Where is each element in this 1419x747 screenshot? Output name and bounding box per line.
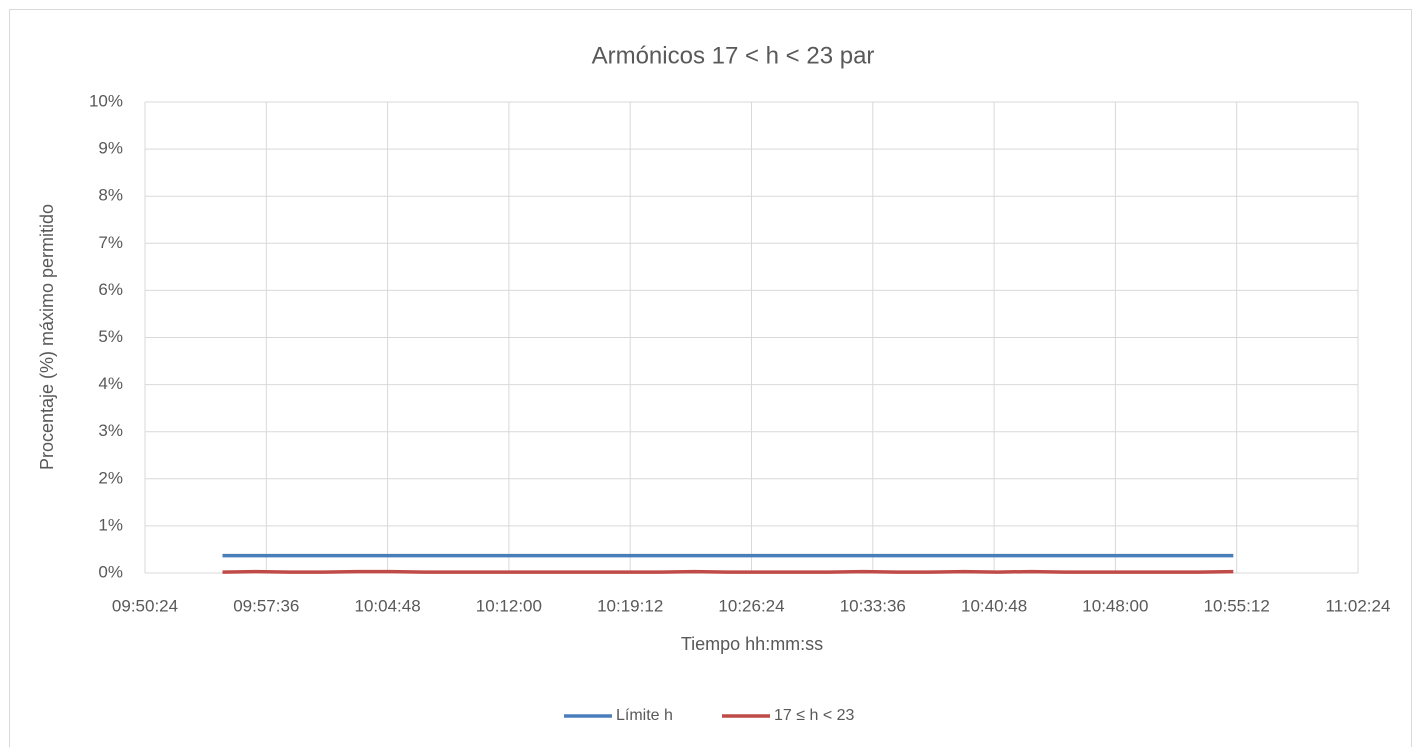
y-tick-label: 3%	[98, 421, 123, 440]
x-tick-label: 10:55:12	[1204, 596, 1270, 615]
legend-label: 17 ≤ h < 23	[774, 707, 855, 724]
x-tick-label: 09:50:24	[112, 596, 178, 615]
y-tick-label: 9%	[98, 139, 123, 158]
y-tick-label: 8%	[98, 186, 123, 205]
y-tick-label: 6%	[98, 280, 123, 299]
chart-title: Armónicos 17 < h < 23 par	[592, 42, 875, 69]
x-tick-label: 10:40:48	[961, 596, 1027, 615]
y-tick-label: 4%	[98, 374, 123, 393]
y-tick-label: 2%	[98, 468, 123, 487]
x-axis-title: Tiempo hh:mm:ss	[681, 634, 823, 654]
y-tick-label: 5%	[98, 327, 123, 346]
x-tick-label: 10:33:36	[840, 596, 906, 615]
x-tick-label: 10:04:48	[355, 596, 421, 615]
x-tick-label: 10:48:00	[1082, 596, 1148, 615]
y-tick-label: 10%	[89, 91, 123, 110]
x-tick-label: 10:12:00	[476, 596, 542, 615]
x-tick-label: 09:57:36	[233, 596, 299, 615]
y-tick-label: 7%	[98, 233, 123, 252]
chart-border	[9, 9, 1412, 747]
x-tick-label: 10:26:24	[718, 596, 784, 615]
y-tick-label: 1%	[98, 515, 123, 534]
x-tick-label: 10:19:12	[597, 596, 663, 615]
y-axis-title: Procentaje (%) máximo permitido	[37, 204, 57, 470]
x-tick-label: 11:02:24	[1326, 596, 1391, 615]
y-tick-label: 0%	[98, 562, 123, 581]
legend-label: Límite h	[616, 707, 673, 724]
series-line	[222, 569, 1234, 574]
